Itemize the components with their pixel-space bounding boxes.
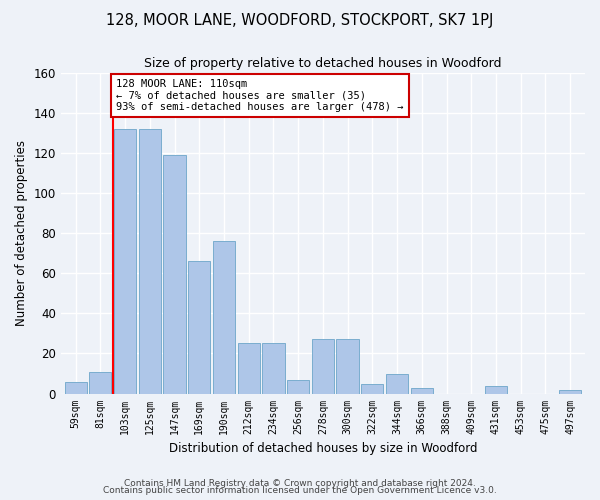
Bar	[337, 340, 359, 394]
Bar	[188, 262, 211, 394]
Bar	[559, 390, 581, 394]
Bar	[238, 344, 260, 394]
Bar	[262, 344, 284, 394]
Bar	[89, 372, 112, 394]
Bar	[114, 129, 136, 394]
Bar	[410, 388, 433, 394]
Text: Contains HM Land Registry data © Crown copyright and database right 2024.: Contains HM Land Registry data © Crown c…	[124, 478, 476, 488]
Bar	[65, 382, 87, 394]
Text: 128, MOOR LANE, WOODFORD, STOCKPORT, SK7 1PJ: 128, MOOR LANE, WOODFORD, STOCKPORT, SK7…	[106, 12, 494, 28]
Title: Size of property relative to detached houses in Woodford: Size of property relative to detached ho…	[144, 58, 502, 70]
Bar	[386, 374, 408, 394]
Bar	[139, 129, 161, 394]
Bar	[485, 386, 507, 394]
Bar	[163, 155, 185, 394]
Y-axis label: Number of detached properties: Number of detached properties	[15, 140, 28, 326]
Bar	[312, 340, 334, 394]
Text: 128 MOOR LANE: 110sqm
← 7% of detached houses are smaller (35)
93% of semi-detac: 128 MOOR LANE: 110sqm ← 7% of detached h…	[116, 79, 404, 112]
Bar	[213, 242, 235, 394]
Bar	[361, 384, 383, 394]
Text: Contains public sector information licensed under the Open Government Licence v3: Contains public sector information licen…	[103, 486, 497, 495]
Bar	[287, 380, 309, 394]
X-axis label: Distribution of detached houses by size in Woodford: Distribution of detached houses by size …	[169, 442, 477, 455]
